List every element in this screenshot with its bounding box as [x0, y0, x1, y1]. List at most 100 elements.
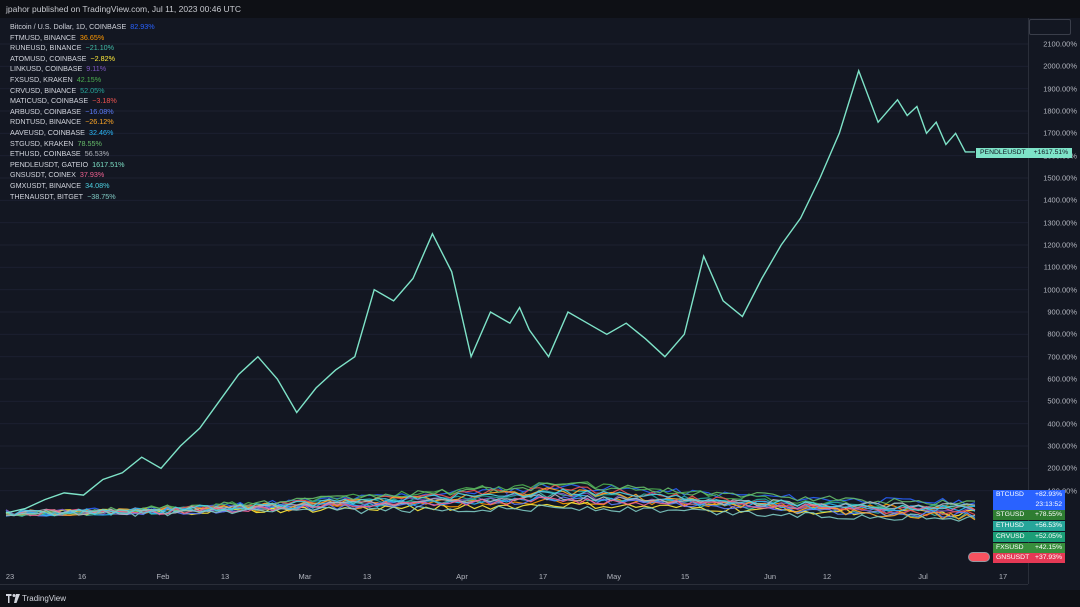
- legend-item[interactable]: CRVUSD, BINANCE 52.05%: [10, 86, 155, 97]
- series-line: [5, 504, 976, 522]
- legend-name: LINKUSD, COINBASE: [10, 64, 83, 74]
- legend-item[interactable]: ETHUSD, COINBASE 56.53%: [10, 149, 155, 160]
- x-tick-label: 17: [998, 572, 1008, 581]
- legend-name: FXSUSD, KRAKEN: [10, 74, 73, 84]
- tradingview-logo-icon: [6, 594, 20, 603]
- legend-change: 32.46%: [88, 127, 114, 137]
- legend-name: FTMUSD, BINANCE: [10, 32, 76, 42]
- scale-settings-button[interactable]: [1029, 19, 1071, 35]
- legend-item[interactable]: AAVEUSD, COINBASE 32.46%: [10, 128, 155, 139]
- price-label: CRVUSD +52.05%: [993, 532, 1065, 542]
- legend-change: 82.93%: [130, 22, 155, 31]
- y-tick-label: 1400.00%: [1043, 195, 1077, 205]
- x-tick-label: Jul: [918, 572, 928, 581]
- series-line: [5, 496, 976, 517]
- x-tick-label: May: [606, 572, 622, 581]
- legend-item[interactable]: RDNTUSD, BINANCE −26.12%: [10, 117, 155, 128]
- price-label-symbol: STGUSD: [996, 511, 1025, 518]
- x-tick-label: 12: [822, 572, 832, 581]
- pendle-series-line: [5, 68, 975, 514]
- legend-name: ATOMUSD, COINBASE: [10, 53, 87, 63]
- x-tick-label: 17: [538, 572, 548, 581]
- y-tick-label: 1700.00%: [1043, 128, 1077, 138]
- price-label-value: +78.55%: [1034, 511, 1062, 518]
- secondary-series-group: [5, 481, 976, 522]
- legend-item[interactable]: ATOMUSD, COINBASE −2.82%: [10, 54, 155, 65]
- y-tick-label: 2100.00%: [1043, 39, 1077, 49]
- x-tick-label: 13: [362, 572, 372, 581]
- price-label-value: +37.93%: [1034, 554, 1062, 561]
- legend-change: 1617.51%: [92, 159, 125, 169]
- y-tick-label: 1000.00%: [1043, 285, 1077, 295]
- legend-item[interactable]: LINKUSD, COINBASE 9.11%: [10, 64, 155, 75]
- footer-brand: TradingView: [22, 594, 67, 603]
- legend-item[interactable]: MATICUSD, COINBASE −3.18%: [10, 96, 155, 107]
- legend-change: 34.08%: [85, 180, 110, 190]
- pendle-label-value: +1617.51%: [1031, 149, 1069, 156]
- legend-change: 56.53%: [84, 149, 110, 159]
- chart-canvas[interactable]: [0, 18, 1028, 584]
- legend-name: ETHUSD, COINBASE: [10, 149, 81, 159]
- legend-name: GMXUSDT, BINANCE: [10, 180, 82, 190]
- time-scale[interactable]: 23 16 Feb 13 Mar 13 Apr 17 May 15 Jun 12 Jul 17: [0, 572, 1028, 595]
- price-label-symbol: ETHUSD: [996, 522, 1024, 529]
- price-scale[interactable]: 100.00%200.00%300.00%400.00%500.00%600.0…: [1028, 18, 1080, 584]
- legend-name: PENDLEUSDT, GATEIO: [10, 159, 89, 169]
- x-tick-label: Feb: [156, 572, 170, 581]
- x-tick-label: 15: [680, 572, 690, 581]
- price-label-value: +42.15%: [1034, 544, 1062, 551]
- legend-item[interactable]: THENAUSDT, BITGET −38.75%: [10, 192, 155, 203]
- legend-name: THENAUSDT, BITGET: [10, 191, 84, 201]
- legend-item[interactable]: PENDLEUSDT, GATEIO 1617.51%: [10, 160, 155, 171]
- legend-change: −3.18%: [92, 96, 117, 106]
- legend-name: CRVUSD, BINANCE: [10, 85, 77, 95]
- x-tick-label: Apr: [456, 572, 468, 581]
- price-label: BTCUSD +82.93%: [993, 490, 1065, 500]
- legend-change: 9.11%: [86, 64, 107, 74]
- series-line: [5, 501, 976, 518]
- y-tick-label: 1500.00%: [1043, 173, 1077, 183]
- legend-item[interactable]: ARBUSD, COINBASE −16.08%: [10, 107, 155, 118]
- legend-name: MATICUSD, COINBASE: [10, 96, 89, 106]
- legend-name: STGUSD, KRAKEN: [10, 138, 74, 148]
- legend-item[interactable]: GNSUSDT, COINEX 37.93%: [10, 170, 155, 181]
- legend-change: −16.08%: [85, 106, 114, 116]
- price-label-symbol: CRVUSD: [996, 533, 1025, 540]
- y-tick-label: 1900.00%: [1043, 84, 1077, 94]
- series-line: [5, 488, 976, 517]
- legend-change: 42.15%: [76, 74, 102, 84]
- y-tick-label: 1300.00%: [1043, 218, 1077, 228]
- legend-item[interactable]: STGUSD, KRAKEN 78.55%: [10, 139, 155, 150]
- y-tick-label: 700.00%: [1047, 352, 1077, 362]
- legend-item[interactable]: GMXUSDT, BINANCE 34.08%: [10, 181, 155, 192]
- legend-change: −26.12%: [85, 117, 114, 127]
- legend-item[interactable]: RUNEUSD, BINANCE −21.10%: [10, 43, 155, 54]
- legend-item[interactable]: FXSUSD, KRAKEN 42.15%: [10, 75, 155, 86]
- legend-item[interactable]: Bitcoin / U.S. Dollar, 1D, COINBASE 82.93…: [10, 22, 155, 33]
- grid: [0, 43, 1028, 492]
- gns-symbol-icon: [968, 552, 990, 562]
- y-tick-label: 400.00%: [1047, 419, 1077, 429]
- legend-name: RDNTUSD, BINANCE: [10, 117, 82, 127]
- price-label: GNSUSDT +37.93%: [993, 553, 1065, 563]
- legend-name: GNSUSDT, COINEX: [10, 170, 76, 180]
- legend-change: 78.55%: [77, 138, 102, 148]
- chart-area[interactable]: [0, 18, 1028, 584]
- x-tick-label: 23: [5, 572, 15, 581]
- price-label-value: 23:13:52: [1035, 501, 1062, 508]
- y-tick-label: 1200.00%: [1043, 240, 1077, 250]
- y-tick-label: 1100.00%: [1043, 262, 1077, 272]
- y-tick-label: 1800.00%: [1043, 106, 1077, 116]
- price-label-symbol: FXSUSD: [996, 544, 1024, 551]
- price-label: ETHUSD +56.53%: [993, 521, 1065, 531]
- legend-item[interactable]: FTMUSD, BINANCE 36.65%: [10, 33, 155, 44]
- pendle-price-label: PENDLEUSDT +1617.51%: [976, 148, 1073, 158]
- legend-change: 52.05%: [80, 85, 105, 95]
- y-tick-label: 300.00%: [1047, 441, 1077, 451]
- legend-name: Bitcoin / U.S. Dollar, 1D, COINBASE: [10, 22, 127, 31]
- legend-name: ARBUSD, COINBASE: [10, 106, 82, 116]
- price-label: FXSUSD +42.15%: [993, 543, 1065, 553]
- series-line: [5, 481, 976, 516]
- price-label-value: +56.53%: [1034, 522, 1062, 529]
- price-label: STGUSD +78.55%: [993, 510, 1065, 520]
